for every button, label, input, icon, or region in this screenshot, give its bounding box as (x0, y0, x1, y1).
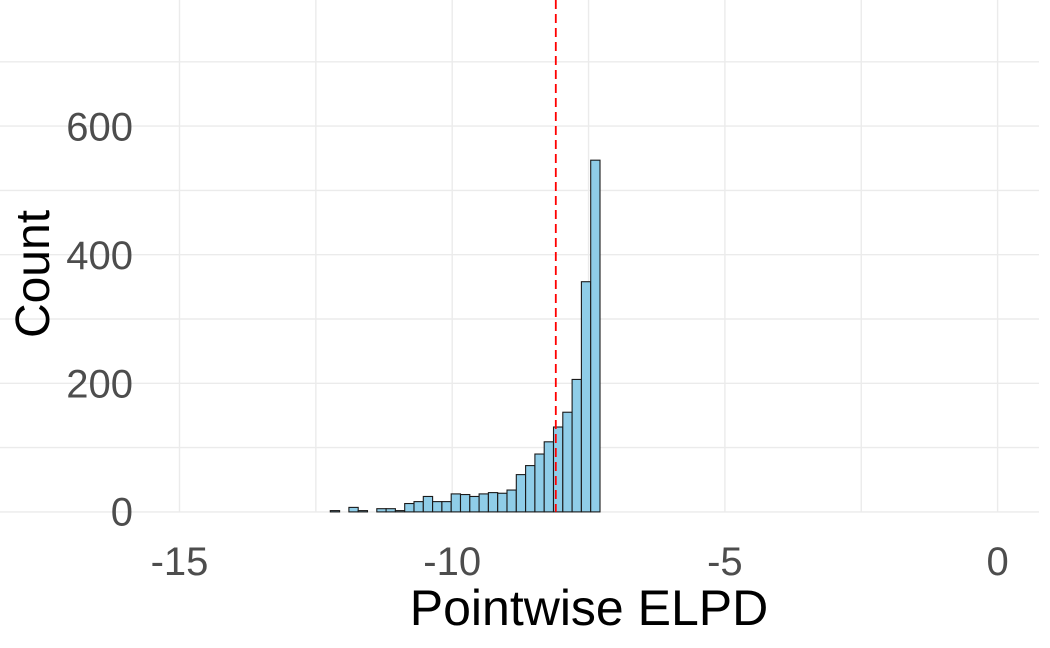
svg-text:Count: Count (7, 210, 60, 338)
svg-text:-10: -10 (423, 540, 481, 584)
svg-text:600: 600 (66, 106, 133, 150)
svg-text:200: 200 (66, 363, 133, 407)
svg-text:Pointwise ELPD: Pointwise ELPD (410, 580, 769, 636)
svg-text:-15: -15 (151, 540, 209, 584)
svg-text:0: 0 (986, 540, 1008, 584)
svg-text:400: 400 (66, 234, 133, 278)
svg-text:0: 0 (111, 491, 133, 535)
svg-text:-5: -5 (707, 540, 743, 584)
